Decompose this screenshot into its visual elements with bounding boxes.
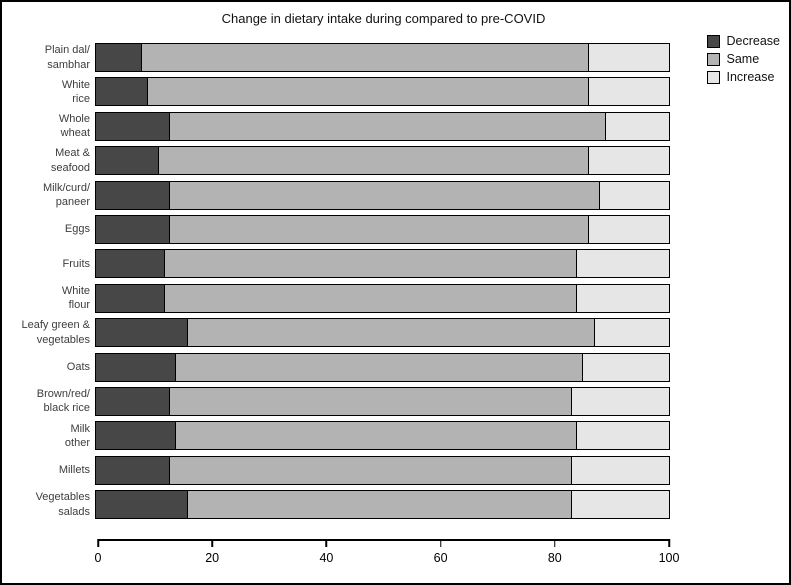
legend-label-decrease: Decrease <box>726 34 781 48</box>
bar-segment-increase <box>577 422 669 450</box>
legend-swatch-decrease-icon <box>706 34 720 48</box>
x-axis-tick-label: 100 <box>658 551 680 565</box>
x-axis-tick-label: 40 <box>319 551 334 565</box>
legend-label-same: Same <box>726 52 760 66</box>
bar-segment-same <box>170 215 589 243</box>
bar-segment-decrease <box>96 284 165 312</box>
bar-segment-decrease <box>96 215 171 243</box>
legend-item-increase: Increase <box>706 70 781 84</box>
bar-segment-increase <box>594 319 669 347</box>
bar-segment-decrease <box>96 491 188 519</box>
bar-row <box>95 283 670 313</box>
bar-row <box>95 318 670 348</box>
bar-row <box>95 455 670 485</box>
bar-segment-same <box>176 353 584 381</box>
bar-segment-same <box>187 319 595 347</box>
bar-segment-same <box>187 491 572 519</box>
x-axis-tick-label: 0 <box>94 551 102 565</box>
bar-segment-increase <box>600 181 669 209</box>
bar-row <box>95 214 670 244</box>
bar-segment-increase <box>605 112 669 140</box>
bar-segment-increase <box>571 491 669 519</box>
bar-segment-decrease <box>96 319 188 347</box>
legend-swatch-same-icon <box>706 52 720 66</box>
bar-segment-increase <box>577 284 669 312</box>
bar-row <box>95 490 670 520</box>
bar-row <box>95 386 670 416</box>
x-axis: 0 20 40 60 80 100 <box>94 539 679 569</box>
category-label: Leafy green & vegetables <box>21 319 91 346</box>
bar-segment-same <box>147 78 589 106</box>
bar-segment-decrease <box>96 387 171 415</box>
bar-segment-same <box>170 112 606 140</box>
bar-segment-increase <box>571 387 669 415</box>
category-labels: Plain dal/ sambhar White rice Whole wheat M… <box>2 43 91 524</box>
bar-row <box>95 249 670 279</box>
bar-segment-increase <box>588 78 669 106</box>
category-label: Plain dal/ sambhar <box>44 44 90 71</box>
bar-row <box>95 111 670 141</box>
bar-segment-increase <box>588 215 669 243</box>
x-axis-tick <box>554 539 556 547</box>
bar-row <box>95 77 670 107</box>
bar-segment-decrease <box>96 422 177 450</box>
bar-row <box>95 180 670 210</box>
bar-segment-decrease <box>96 181 171 209</box>
x-axis-tick <box>439 539 442 547</box>
bar-segment-decrease <box>96 78 148 106</box>
category-label: White rice <box>61 78 90 105</box>
bar-segment-increase <box>571 456 669 484</box>
bar-segment-decrease <box>96 147 160 175</box>
bar-row <box>95 352 670 382</box>
bar-segment-same <box>164 284 578 312</box>
category-label: Millets <box>58 464 90 477</box>
bar-segment-same <box>141 44 589 71</box>
category-label: Fruits <box>62 257 91 270</box>
category-label: Vegetables salads <box>35 491 90 518</box>
category-label: Eggs <box>64 223 90 236</box>
bar-segment-decrease <box>96 456 171 484</box>
bar-segment-same <box>164 250 578 278</box>
legend-label-increase: Increase <box>726 70 775 84</box>
x-axis-tick-label: 60 <box>433 551 448 565</box>
bar-segment-same <box>159 147 589 175</box>
x-axis-tick <box>668 539 670 547</box>
category-label: Milk other <box>64 422 90 449</box>
x-axis-tick <box>97 539 99 547</box>
bar-segment-same <box>170 456 572 484</box>
bar-segment-decrease <box>96 250 165 278</box>
bar-segment-increase <box>588 44 669 71</box>
bar-segment-same <box>176 422 578 450</box>
bar-segment-decrease <box>96 44 142 71</box>
category-label: Oats <box>66 360 90 373</box>
category-label: Brown/red/ black rice <box>36 388 90 415</box>
legend-swatch-increase-icon <box>706 70 720 84</box>
legend-item-decrease: Decrease <box>706 34 781 48</box>
bar-segment-decrease <box>96 112 171 140</box>
bar-segment-increase <box>577 250 669 278</box>
bar-row <box>95 146 670 176</box>
x-axis-tick-label: 20 <box>205 551 220 565</box>
legend: Decrease Same Increase <box>706 34 781 84</box>
bar-segment-same <box>170 181 601 209</box>
x-axis-tick <box>211 539 213 547</box>
bar-segment-increase <box>583 353 669 381</box>
category-label: Whole wheat <box>58 112 90 140</box>
x-axis-line <box>98 539 669 541</box>
bar-rows <box>95 43 670 524</box>
bar-segment-same <box>170 387 572 415</box>
category-label: Milk/curd/ paneer <box>42 181 90 209</box>
bar-segment-decrease <box>96 353 177 381</box>
x-axis-tick-label: 80 <box>547 551 562 565</box>
x-axis-tick <box>325 539 328 547</box>
bar-row <box>95 421 670 451</box>
category-label: White flour <box>61 284 90 312</box>
legend-item-same: Same <box>706 52 781 66</box>
bar-segment-increase <box>588 147 669 175</box>
bar-row <box>95 43 670 72</box>
category-label: Meat & seafood <box>50 147 90 174</box>
chart-title: Change in dietary intake during compared… <box>221 11 546 26</box>
